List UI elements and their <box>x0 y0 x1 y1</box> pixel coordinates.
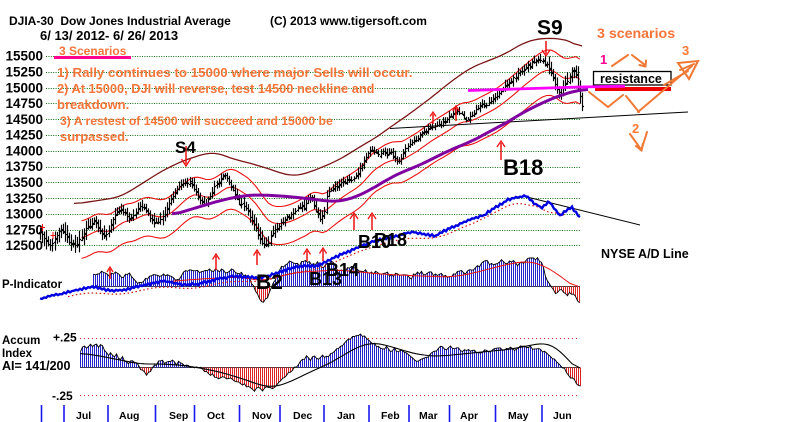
svg-text:B18: B18 <box>503 155 543 180</box>
svg-text:Nov: Nov <box>252 410 272 422</box>
svg-text:B10: B10 <box>358 232 391 252</box>
svg-text:Feb: Feb <box>381 410 400 422</box>
svg-text:2) At 15000, DJI will reverse,: 2) At 15000, DJI will reverse, test 1450… <box>57 81 375 96</box>
svg-text:B2: B2 <box>256 271 283 294</box>
svg-text:breakdown.: breakdown. <box>57 97 129 112</box>
svg-text:Dec: Dec <box>293 410 312 422</box>
svg-text:B14: B14 <box>326 260 359 280</box>
svg-text:Index: Index <box>2 348 33 360</box>
svg-text:13500: 13500 <box>5 175 43 190</box>
svg-text:+.25: +.25 <box>53 331 77 345</box>
svg-text:NYSE A/D Line: NYSE A/D Line <box>601 247 689 261</box>
svg-text:Apr: Apr <box>460 410 478 422</box>
svg-text:1) Rally continues to 15000 wh: 1) Rally continues to 15000 where major … <box>57 65 412 80</box>
svg-text:DJIA-30 Dow Jones Industrial: DJIA-30 Dow Jones Industrial Average <box>9 14 231 28</box>
svg-text:13000: 13000 <box>5 207 43 222</box>
svg-text:1: 1 <box>600 52 607 67</box>
svg-text:13250: 13250 <box>5 191 43 206</box>
svg-text:6/ 13/ 2012- 6/ 26/ 2013: 6/ 13/ 2012- 6/ 26/ 2013 <box>40 28 178 43</box>
svg-text:May: May <box>508 410 529 422</box>
svg-text:15000: 15000 <box>5 80 43 95</box>
svg-text:3 scenarios: 3 scenarios <box>597 26 675 42</box>
svg-text:14500: 14500 <box>5 112 43 127</box>
svg-text:R18: R18 <box>374 230 407 250</box>
svg-text:3: 3 <box>682 43 689 58</box>
svg-text:Jan: Jan <box>337 410 355 422</box>
svg-text:3 Scenarios: 3 Scenarios <box>59 44 127 58</box>
svg-text:S4: S4 <box>175 138 196 157</box>
svg-text:B13: B13 <box>309 269 342 289</box>
svg-text:12750: 12750 <box>5 222 43 237</box>
svg-text:12500: 12500 <box>5 238 43 253</box>
svg-text:3) A restest of 14500 will suc: 3) A restest of 14500 will succeed and 1… <box>60 114 333 128</box>
svg-text:Aug: Aug <box>119 410 139 422</box>
svg-text:2: 2 <box>632 121 639 136</box>
svg-text:14250: 14250 <box>5 128 43 143</box>
svg-text:P-Indicator: P-Indicator <box>2 279 63 291</box>
svg-text:Jun: Jun <box>553 410 572 422</box>
svg-text:Jul: Jul <box>76 410 91 422</box>
svg-text:resistance: resistance <box>600 72 662 86</box>
svg-text:(C) 2013 www.tigersoft.com: (C) 2013 www.tigersoft.com <box>270 14 427 28</box>
svg-text:14000: 14000 <box>5 143 43 158</box>
svg-text:surpassed.: surpassed. <box>60 129 129 144</box>
svg-text:15500: 15500 <box>5 49 43 64</box>
svg-text:Accum: Accum <box>2 335 40 347</box>
svg-text:13750: 13750 <box>5 159 43 174</box>
svg-text:14750: 14750 <box>5 96 43 111</box>
svg-text:Mar: Mar <box>419 410 438 422</box>
svg-text:Sep: Sep <box>169 410 188 422</box>
svg-text:S9: S9 <box>537 17 563 40</box>
svg-text:Oct: Oct <box>207 410 225 422</box>
svg-text:15250: 15250 <box>5 65 43 80</box>
svg-text:-.25: -.25 <box>52 389 73 403</box>
svg-text:AI= 141/200: AI= 141/200 <box>2 359 71 373</box>
